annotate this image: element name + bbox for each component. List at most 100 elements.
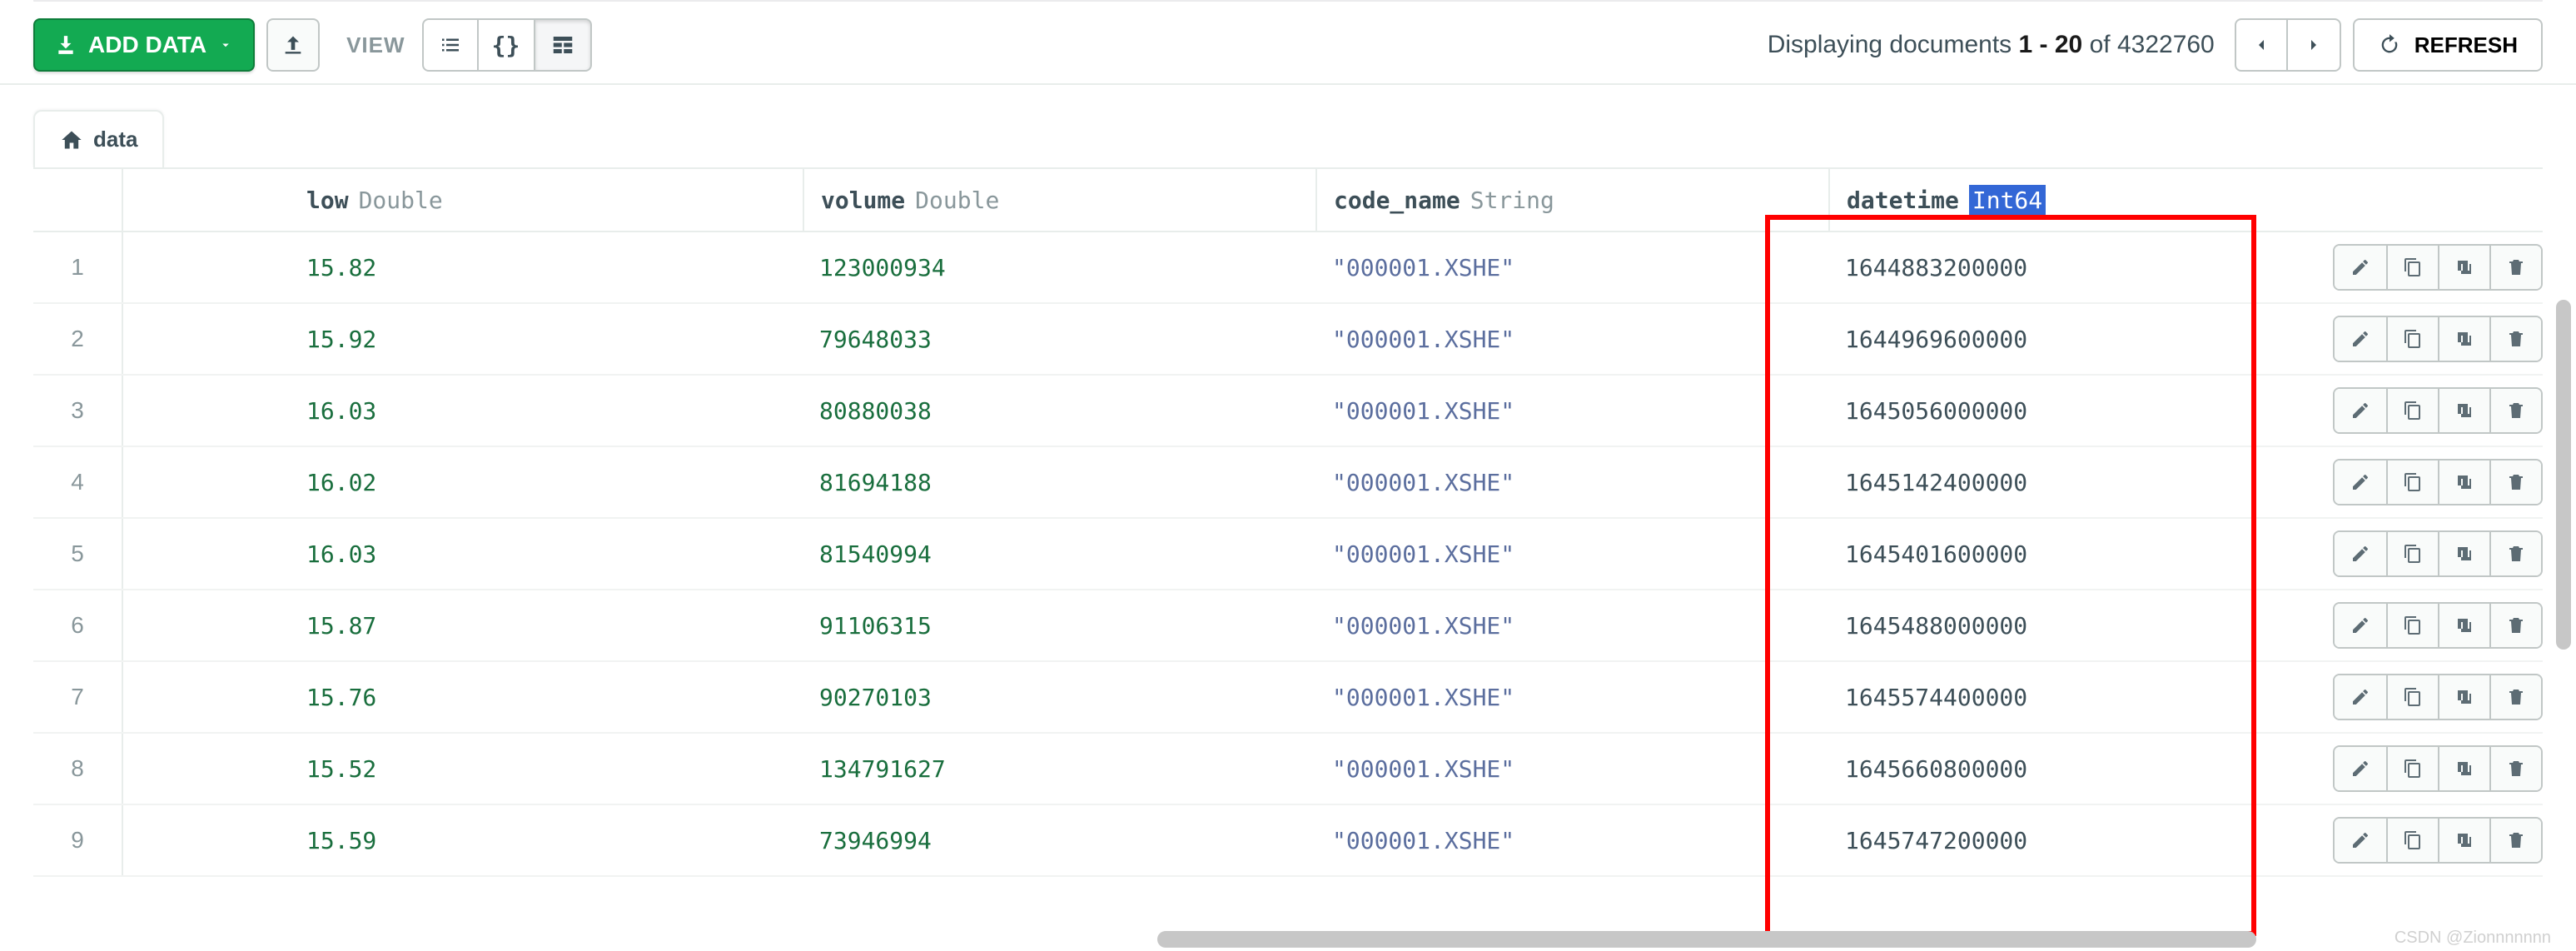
clone-button[interactable] [2438,461,2489,504]
tab-data[interactable]: data [33,110,164,167]
table-row[interactable]: 8 15.52 134791627 "000001.XSHE" 16456608… [33,734,2543,805]
copy-icon [2403,544,2423,564]
trash-icon [2506,830,2526,850]
edit-button[interactable] [2335,461,2386,504]
cell-code-name: "000001.XSHE" [1315,376,1828,446]
table-row[interactable]: 1 15.82 123000934 "000001.XSHE" 16448832… [33,232,2543,304]
view-mode-group: {} [422,18,592,72]
copy-icon [2403,615,2423,635]
table-row[interactable]: 4 16.02 81694188 "000001.XSHE" 164514240… [33,447,2543,519]
copy-button[interactable] [2386,604,2438,647]
table-row[interactable]: 9 15.59 73946994 "000001.XSHE" 164574720… [33,805,2543,877]
cell-low: 16.03 [290,376,803,446]
cell-volume: 123000934 [803,232,1315,302]
refresh-label: REFRESH [2414,32,2518,58]
copy-button[interactable] [2386,246,2438,289]
table-row[interactable]: 7 15.76 90270103 "000001.XSHE" 164557440… [33,662,2543,734]
horizontal-scrollbar[interactable] [1157,931,2256,948]
add-data-button[interactable]: ADD DATA [33,18,255,72]
delete-button[interactable] [2489,317,2541,361]
view-list-button[interactable] [422,18,479,72]
row-actions [2333,459,2543,505]
edit-button[interactable] [2335,604,2386,647]
row-actions [2333,674,2543,720]
clone-button[interactable] [2438,389,2489,432]
table-row[interactable]: 3 16.03 80880038 "000001.XSHE" 164505600… [33,376,2543,447]
view-json-button[interactable]: {} [479,18,535,72]
clone-icon [2454,257,2474,277]
copy-button[interactable] [2386,461,2438,504]
copy-icon [2403,830,2423,850]
table-row[interactable]: 5 16.03 81540994 "000001.XSHE" 164540160… [33,519,2543,590]
row-actions [2333,244,2543,291]
table-row[interactable]: 6 15.87 91106315 "000001.XSHE" 164548800… [33,590,2543,662]
cell-volume: 73946994 [803,805,1315,875]
next-page-button[interactable] [2288,18,2341,72]
cell-volume: 80880038 [803,376,1315,446]
edit-button[interactable] [2335,389,2386,432]
cell-low: 15.59 [290,805,803,875]
delete-button[interactable] [2489,747,2541,790]
column-name: code_name [1334,187,1460,214]
pencil-icon [2350,544,2370,564]
clone-button[interactable] [2438,532,2489,575]
prev-page-button[interactable] [2235,18,2288,72]
edit-button[interactable] [2335,532,2386,575]
pencil-icon [2350,257,2370,277]
column-name: low [306,187,349,214]
cell-code-name: "000001.XSHE" [1315,447,1828,517]
edit-button[interactable] [2335,819,2386,862]
copy-button[interactable] [2386,532,2438,575]
view-table-button[interactable] [535,18,592,72]
row-number: 1 [33,232,123,302]
delete-button[interactable] [2489,675,2541,719]
row-number: 2 [33,304,123,374]
edit-button[interactable] [2335,747,2386,790]
delete-button[interactable] [2489,389,2541,432]
pencil-icon [2350,830,2370,850]
refresh-button[interactable]: REFRESH [2353,18,2543,72]
copy-button[interactable] [2386,317,2438,361]
data-table: low Double volume Double code_name Strin… [33,167,2543,877]
clone-button[interactable] [2438,317,2489,361]
edit-button[interactable] [2335,246,2386,289]
table-row[interactable]: 2 15.92 79648033 "000001.XSHE" 164496960… [33,304,2543,376]
column-type: Double [359,187,443,214]
pencil-icon [2350,759,2370,779]
row-actions [2333,530,2543,577]
delete-button[interactable] [2489,461,2541,504]
trash-icon [2506,759,2526,779]
edit-button[interactable] [2335,317,2386,361]
clone-button[interactable] [2438,747,2489,790]
delete-button[interactable] [2489,246,2541,289]
vertical-scrollbar[interactable] [2556,300,2571,650]
clone-button[interactable] [2438,604,2489,647]
delete-button[interactable] [2489,819,2541,862]
cell-low: 15.82 [290,232,803,302]
clone-button[interactable] [2438,819,2489,862]
column-type: String [1470,187,1554,214]
delete-button[interactable] [2489,604,2541,647]
cell-volume: 91106315 [803,590,1315,660]
copy-button[interactable] [2386,747,2438,790]
cell-code-name: "000001.XSHE" [1315,590,1828,660]
table-icon [550,32,575,57]
download-icon [55,34,77,56]
copy-button[interactable] [2386,389,2438,432]
trash-icon [2506,257,2526,277]
edit-button[interactable] [2335,675,2386,719]
delete-button[interactable] [2489,532,2541,575]
pencil-icon [2350,472,2370,492]
tab-area: data [0,85,2576,167]
copy-button[interactable] [2386,675,2438,719]
cell-low: 15.87 [290,590,803,660]
row-actions [2333,817,2543,864]
row-number: 4 [33,447,123,517]
clone-button[interactable] [2438,246,2489,289]
upload-button[interactable] [266,18,320,72]
copy-button[interactable] [2386,819,2438,862]
cell-datetime: 1645574400000 [1828,662,2345,732]
trash-icon [2506,615,2526,635]
clone-button[interactable] [2438,675,2489,719]
clone-icon [2454,759,2474,779]
